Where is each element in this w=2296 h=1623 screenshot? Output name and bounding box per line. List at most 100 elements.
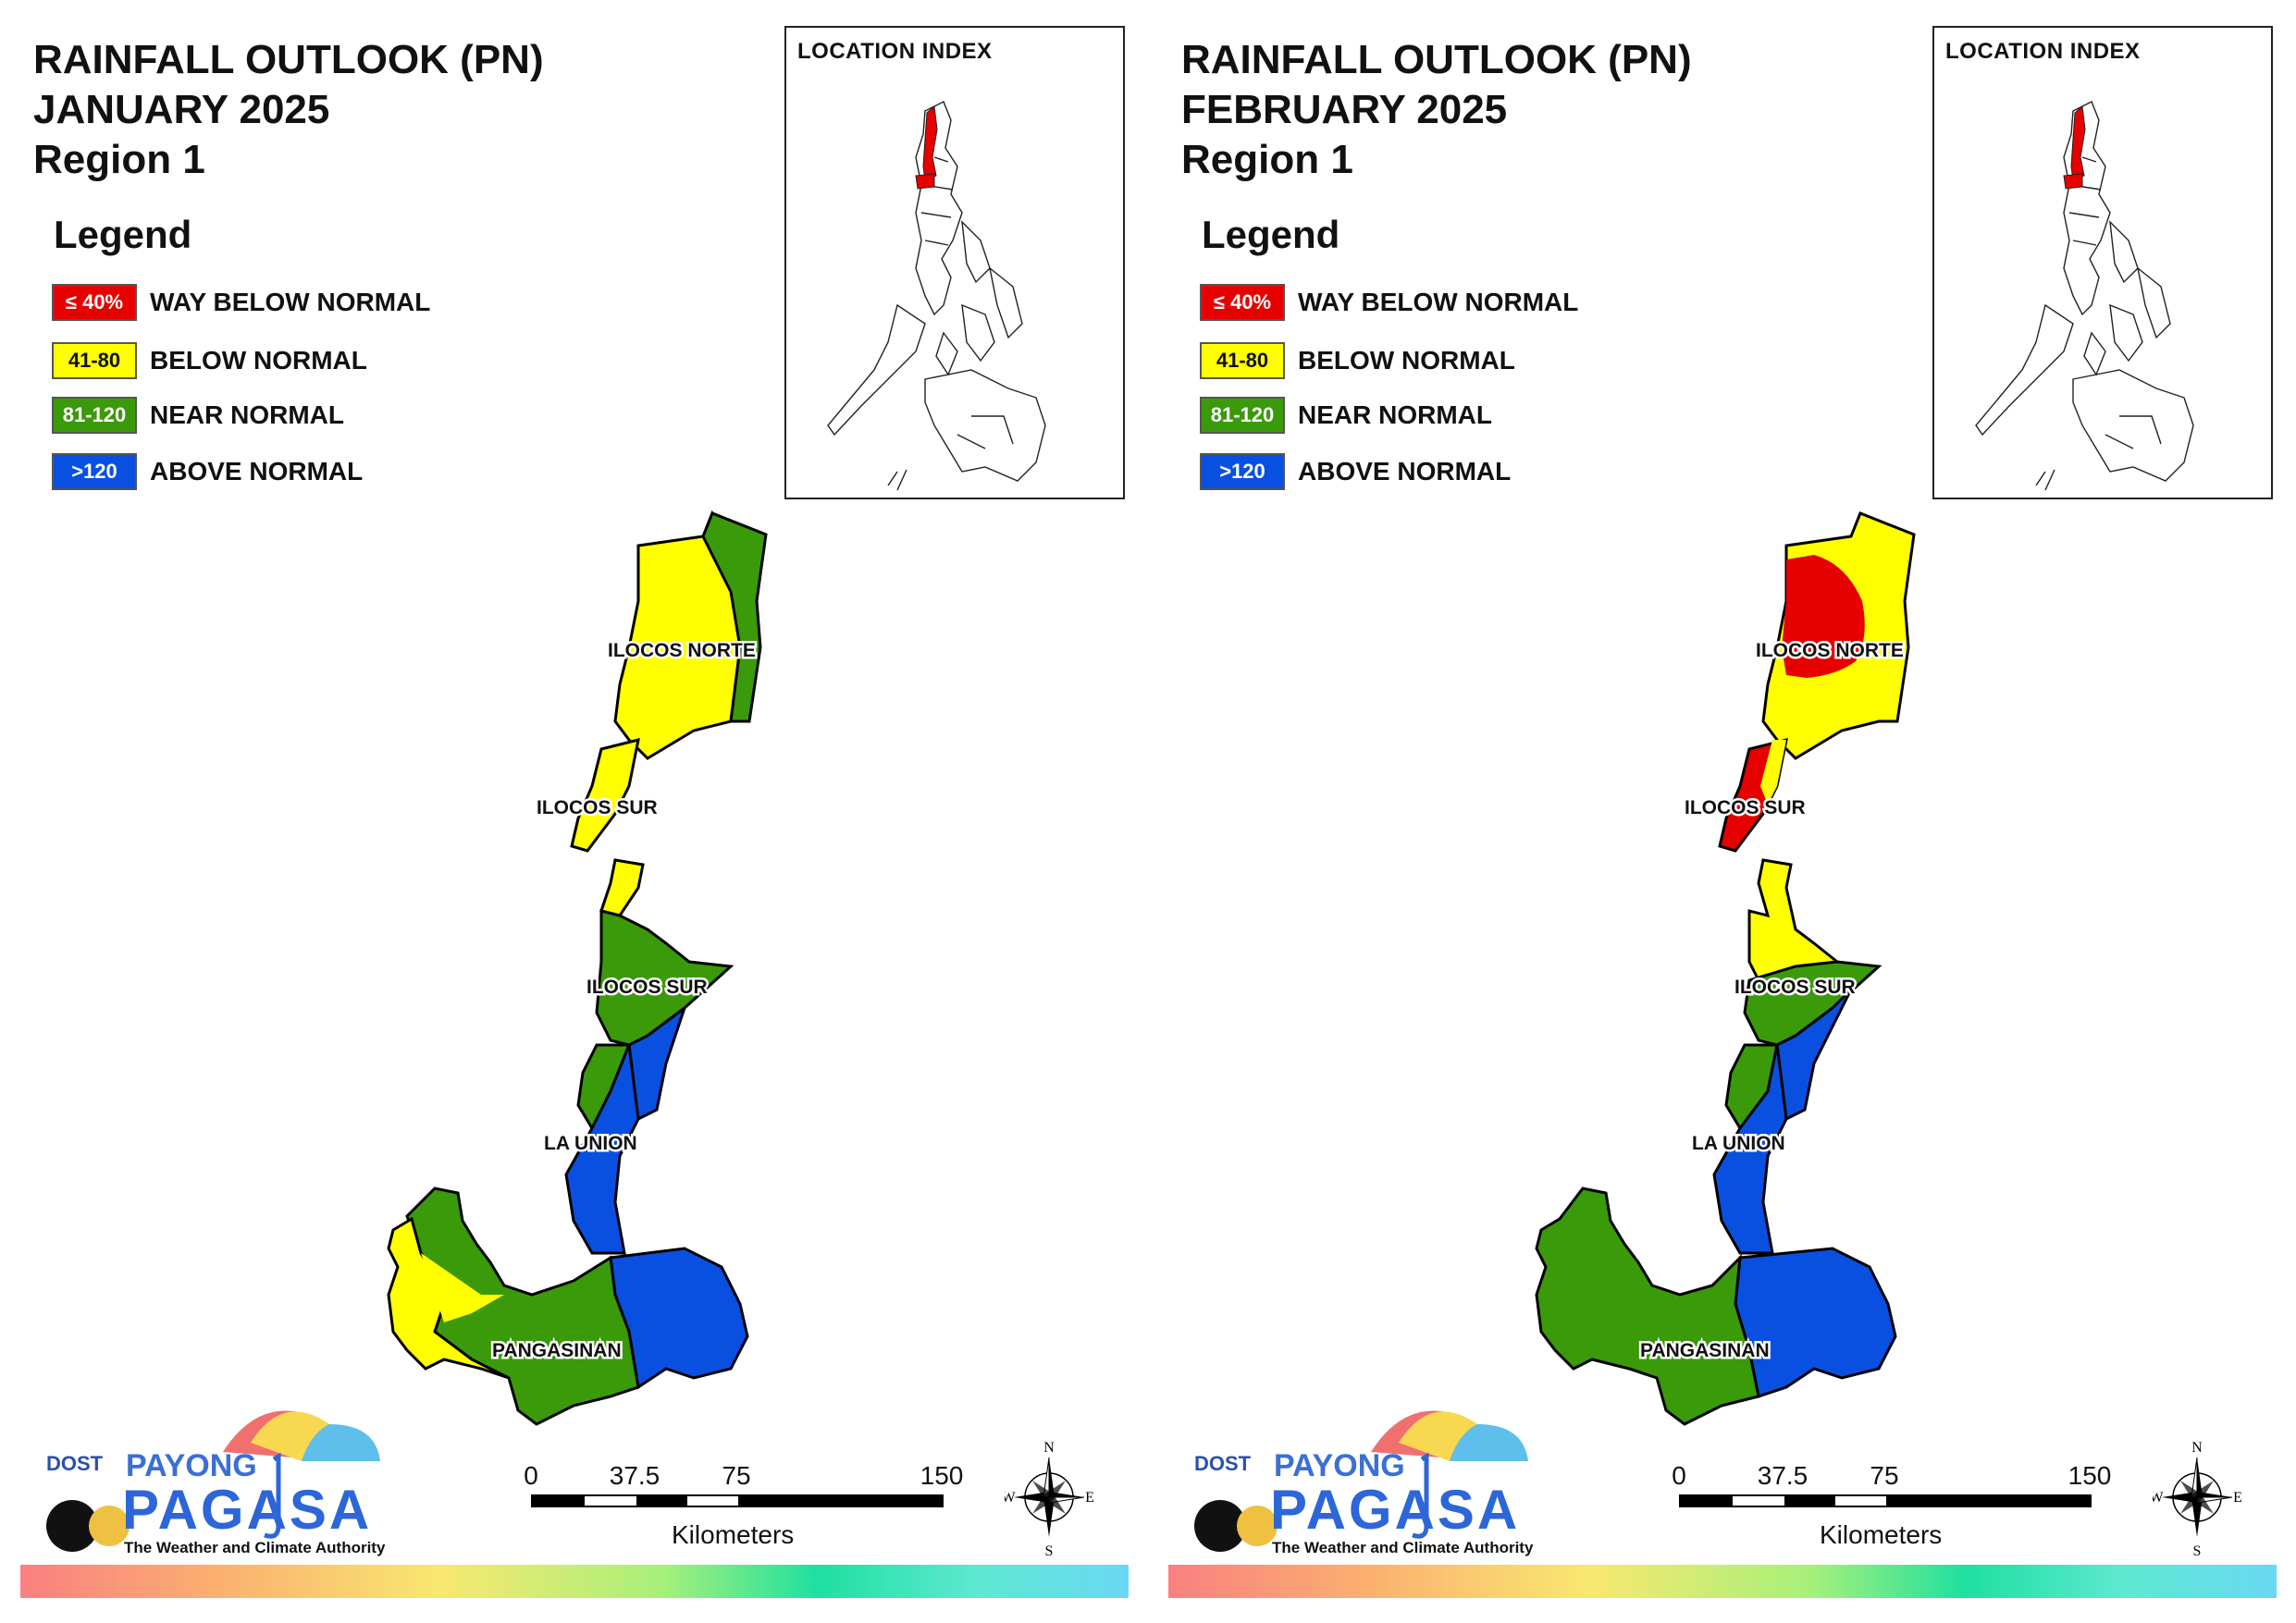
svg-text:N: N <box>2191 1440 2203 1456</box>
legend-item-below: 41-80 BELOW NORMAL <box>1200 340 1515 381</box>
legend-label: WAY BELOW NORMAL <box>1298 288 1579 316</box>
payong-text: PAYONG <box>1274 1448 1405 1483</box>
scale-tick: 75 <box>1870 1461 1899 1490</box>
province-label-ilocos-sur-south: ILOCOS SUR <box>586 977 708 998</box>
svg-text:E: E <box>2233 1490 2241 1506</box>
legend-swatch: 81-120 <box>52 397 137 434</box>
north-arrow: N S E W <box>1001 1437 1093 1559</box>
legend-item-above: >120 ABOVE NORMAL <box>1200 451 1511 492</box>
pangasinan-above-normal <box>1734 1247 1897 1398</box>
scale-bar: 0 37.5 75 150 Kilometers <box>1666 1461 2112 1563</box>
scale-tick: 37.5 <box>1757 1461 1808 1490</box>
svg-text:S: S <box>2193 1543 2202 1557</box>
la-union-above-normal <box>1712 1044 1788 1255</box>
svg-text:E: E <box>1085 1490 1093 1506</box>
location-index-title: LOCATION INDEX <box>797 39 993 64</box>
footer-gradient-bar <box>1168 1565 2277 1598</box>
legend-label: ABOVE NORMAL <box>150 457 364 486</box>
pagasa-text: PAGASA <box>1270 1479 1521 1541</box>
legend-item-near: 81-120 NEAR NORMAL <box>52 395 344 436</box>
scale-tick: 0 <box>524 1461 538 1490</box>
umbrella-icon <box>46 1410 380 1552</box>
province-label-ilocos-norte: ILOCOS NORTE <box>608 640 756 661</box>
legend-title: Legend <box>1202 213 1340 256</box>
legend-item-way-below: ≤ 40% WAY BELOW NORMAL <box>1200 282 1578 323</box>
january-panel: RAINFALL OUTLOOK (PN) JANUARY 2025 Regio… <box>20 26 1129 1598</box>
location-index-title: LOCATION INDEX <box>1945 39 2141 64</box>
february-panel: RAINFALL OUTLOOK (PN) FEBRUARY 2025 Regi… <box>1148 0 2296 1623</box>
ilocos-norte-way-below-normal <box>1782 555 1865 678</box>
scale-tick: 0 <box>1672 1461 1686 1490</box>
ilocos-sur-south-below-normal <box>599 858 645 917</box>
pangasinan-below-normal-wedge <box>421 1253 504 1322</box>
legend-item-near: 81-120 NEAR NORMAL <box>1200 395 1492 436</box>
title-line-1: RAINFALL OUTLOOK (PN) <box>33 37 544 82</box>
scale-tick: 150 <box>920 1461 964 1490</box>
legend-swatch: ≤ 40% <box>52 284 137 321</box>
pagasa-text: PAGASA <box>122 1479 373 1541</box>
ilocos-sur-north-below-normal <box>1760 740 1786 805</box>
scale-bar-graphic <box>1679 1494 2092 1507</box>
legend-label: ABOVE NORMAL <box>1298 457 1512 486</box>
legend-item-way-below: ≤ 40% WAY BELOW NORMAL <box>52 282 430 323</box>
scale-tick: 150 <box>2068 1461 2112 1490</box>
legend-label: NEAR NORMAL <box>150 400 344 429</box>
province-label-ilocos-norte: ILOCOS NORTE <box>1756 640 1904 661</box>
legend-swatch: >120 <box>52 453 137 490</box>
ilocos-norte-near-normal <box>701 511 768 723</box>
scale-tick: 37.5 <box>609 1461 660 1490</box>
philippines-outline <box>827 101 1046 491</box>
legend-item-below: 41-80 BELOW NORMAL <box>52 340 367 381</box>
map-title: RAINFALL OUTLOOK (PN) FEBRUARY 2025 Regi… <box>1181 35 1692 185</box>
province-label-ilocos-sur-north: ILOCOS SUR <box>537 797 658 818</box>
province-label-la-union: LA UNION <box>1692 1133 1785 1154</box>
dost-text: DOST <box>1194 1452 1252 1475</box>
payong-pagasa-logo: DOST PAYONG PAGASA The Weather and Clima… <box>33 1387 385 1563</box>
legend-title: Legend <box>54 213 192 256</box>
legend-item-above: >120 ABOVE NORMAL <box>52 451 363 492</box>
ilocos-sur-north-below-normal <box>570 737 640 853</box>
scale-bar-graphic <box>531 1494 944 1507</box>
legend-label: NEAR NORMAL <box>1298 400 1492 429</box>
province-label-ilocos-sur-north: ILOCOS SUR <box>1685 797 1806 818</box>
title-line-2: JANUARY 2025 <box>33 87 330 132</box>
legend-swatch: 41-80 <box>52 342 137 379</box>
compass-rose-icon: N S E W <box>2149 1440 2241 1559</box>
legend-label: BELOW NORMAL <box>150 346 367 375</box>
philippines-outline <box>1975 101 2194 491</box>
scale-bar: 0 37.5 75 150 Kilometers <box>518 1461 964 1563</box>
svg-text:W: W <box>1005 1490 1016 1506</box>
payong-text: PAYONG <box>126 1448 257 1483</box>
payong-pagasa-logo: DOST PAYONG PAGASA The Weather and Clima… <box>1181 1387 1533 1563</box>
title-line-1: RAINFALL OUTLOOK (PN) <box>1181 37 1692 82</box>
legend-label: WAY BELOW NORMAL <box>150 288 431 316</box>
footer-gradient-bar <box>20 1565 1129 1598</box>
scale-unit: Kilometers <box>1820 1520 1943 1549</box>
la-union-above-normal <box>564 1044 640 1255</box>
umbrella-icon <box>1194 1410 1528 1552</box>
location-index-map: LOCATION INDEX <box>784 26 1125 499</box>
location-index-map: LOCATION INDEX <box>1932 26 2273 499</box>
svg-text:N: N <box>1043 1440 1055 1456</box>
dost-text: DOST <box>46 1452 104 1475</box>
title-line-3: Region 1 <box>33 137 205 182</box>
province-label-pangasinan: PANGASINAN <box>492 1340 622 1361</box>
legend-swatch: 41-80 <box>1200 342 1285 379</box>
svg-text:W: W <box>2153 1490 2164 1506</box>
legend-swatch: ≤ 40% <box>1200 284 1285 321</box>
legend-label: BELOW NORMAL <box>1298 346 1515 375</box>
pangasinan-near-normal <box>1535 1187 1760 1426</box>
region1-rainfall-map: ILOCOS NORTE ILOCOS SUR ILOCOS SUR LA UN… <box>387 510 768 1426</box>
logo-tagline: The Weather and Climate Authority <box>124 1539 386 1556</box>
north-arrow: N S E W <box>2149 1437 2241 1559</box>
region1-rainfall-map: ILOCOS NORTE ILOCOS SUR ILOCOS SUR LA UN… <box>1535 511 1916 1426</box>
scale-tick: 75 <box>722 1461 751 1490</box>
province-label-pangasinan: PANGASINAN <box>1640 1340 1770 1361</box>
title-line-3: Region 1 <box>1181 137 1353 182</box>
compass-rose-icon: N S E W <box>1001 1440 1093 1559</box>
map-title: RAINFALL OUTLOOK (PN) JANUARY 2025 Regio… <box>33 35 544 185</box>
title-line-2: FEBRUARY 2025 <box>1181 87 1508 132</box>
province-label-la-union: LA UNION <box>544 1133 637 1154</box>
legend-swatch: >120 <box>1200 453 1285 490</box>
logo-tagline: The Weather and Climate Authority <box>1272 1539 1534 1556</box>
